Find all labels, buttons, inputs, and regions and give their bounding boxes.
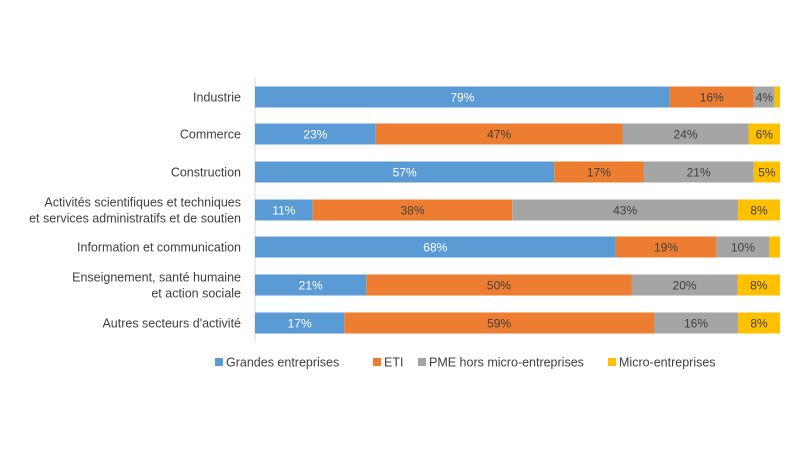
bar-segment — [255, 161, 555, 183]
bar-segment — [622, 123, 749, 145]
bar-segment — [654, 312, 738, 334]
bar-segment — [554, 161, 644, 183]
category-label: Information et communication — [77, 241, 241, 255]
bars: 79% 16% 4% 23% 47% 24% 6% 57% 17% 21% 5% 11% 38% 43% 8… — [255, 86, 780, 334]
category-label: Autres secteurs d'activité — [102, 317, 241, 331]
bar-segment — [255, 312, 345, 334]
data-label: 21% — [299, 279, 323, 293]
bar-segment — [643, 161, 754, 183]
data-label: 21% — [687, 166, 711, 180]
bar-segment — [753, 86, 775, 108]
data-label: 43% — [613, 204, 637, 218]
data-label: 24% — [673, 128, 697, 142]
data-label: 11% — [272, 204, 295, 218]
data-label: 8% — [750, 279, 768, 293]
data-label: 23% — [303, 128, 327, 142]
data-label: 16% — [700, 91, 724, 105]
legend-swatch — [373, 358, 381, 366]
category-label: Construction — [171, 166, 241, 180]
category-label: et services administratifs et de soutien — [29, 212, 241, 226]
legend-label: PME hors micro-entreprises — [429, 356, 584, 370]
data-label: 38% — [400, 204, 424, 218]
category-label: et action sociale — [151, 287, 241, 301]
bar-segment — [748, 123, 780, 145]
data-label: 79% — [450, 91, 474, 105]
legend-swatch — [418, 358, 426, 366]
data-label: 59% — [487, 317, 511, 331]
bar-segment — [737, 274, 780, 296]
category-labels: Industrie Commerce Construction Activités s… — [29, 91, 241, 331]
data-label: 19% — [654, 241, 678, 255]
category-label: Enseignement, santé humaine — [72, 271, 241, 285]
bar-segment — [669, 86, 754, 108]
bar-segment — [631, 274, 738, 296]
category-label: Activités scientifiques et techniques — [44, 196, 241, 210]
legend-swatch — [215, 358, 223, 366]
bar-segment — [738, 199, 780, 221]
bar-segment — [753, 161, 780, 183]
data-label: 5% — [758, 166, 776, 180]
category-label: Commerce — [180, 128, 241, 142]
bar-segment — [716, 236, 770, 258]
data-label: 68% — [423, 241, 447, 255]
legend: Grandes entreprises ETI PME hors micro-ent… — [215, 356, 716, 370]
legend-label: Micro-entreprises — [619, 356, 716, 370]
legend-swatch — [608, 358, 616, 366]
bar-segment — [769, 236, 780, 258]
bar-segment — [255, 199, 313, 221]
bar-segment — [255, 236, 616, 258]
data-label: 10% — [731, 241, 755, 255]
data-label: 57% — [393, 166, 417, 180]
data-label: 8% — [750, 317, 768, 331]
bar-segment — [774, 86, 780, 108]
data-label: 16% — [684, 317, 708, 331]
bar-segment — [615, 236, 717, 258]
data-label: 47% — [487, 128, 511, 142]
bar-segment — [312, 199, 513, 221]
bar-segment — [375, 123, 623, 145]
data-label: 17% — [587, 166, 611, 180]
data-label: 20% — [673, 279, 697, 293]
bar-segment — [255, 123, 376, 145]
bar-segment — [366, 274, 632, 296]
data-label: 8% — [750, 204, 768, 218]
legend-label: ETI — [384, 356, 403, 370]
bar-segment — [255, 274, 367, 296]
data-label: 6% — [756, 128, 774, 142]
legend-label: Grandes entreprises — [226, 356, 339, 370]
data-label: 4% — [756, 91, 774, 105]
bar-segment — [512, 199, 738, 221]
category-label: Industrie — [193, 91, 241, 105]
bar-segment — [344, 312, 654, 334]
bar-segment — [738, 312, 780, 334]
bar-segment — [255, 86, 670, 108]
data-label: 50% — [487, 279, 511, 293]
data-label: 17% — [288, 317, 312, 331]
